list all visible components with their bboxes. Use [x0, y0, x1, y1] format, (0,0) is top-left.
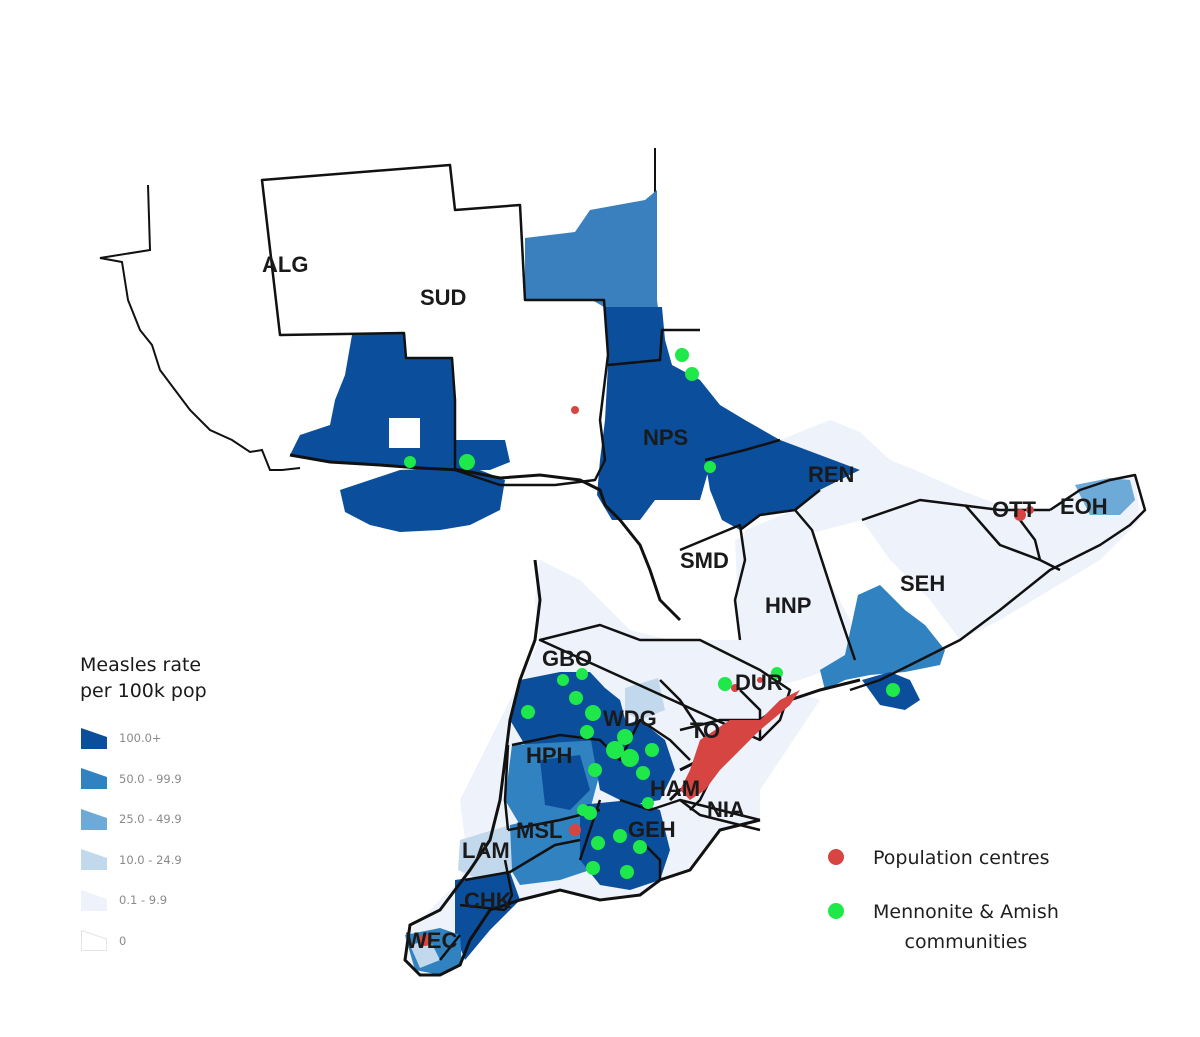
region-label-nia: NIA — [707, 797, 745, 822]
region-hnp-fill — [735, 510, 855, 690]
swatch-icon — [81, 930, 107, 952]
rate-legend-item-label: 10.0 - 24.9 — [119, 852, 182, 867]
rate-legend-title: Measles rate per 100k pop — [80, 652, 228, 704]
population-centre-dot-icon — [828, 849, 844, 865]
region-label-gbo: GBO — [542, 646, 592, 671]
point-layers-legend: Population centres Mennonite & Amish com… — [828, 843, 1059, 981]
rate-legend-item: 0 — [78, 921, 228, 962]
region-label-wdg: WDG — [603, 706, 657, 731]
region-sud-ne-fill — [525, 190, 662, 340]
region-wec-light — [410, 940, 440, 968]
point-legend-label: Mennonite & Amish communities — [873, 897, 1059, 957]
region-label-to: TO — [690, 718, 720, 743]
region-label-geh: GEH — [628, 817, 676, 842]
point-legend-item: Population centres — [828, 843, 1059, 873]
point-legend-label: Population centres — [873, 847, 1050, 869]
region-hph-dark — [540, 755, 590, 810]
rate-legend-item: 0.1 - 9.9 — [78, 880, 228, 921]
rate-legend-item: 50.0 - 99.9 — [78, 759, 228, 800]
region-nps-north-fill — [597, 307, 780, 520]
point-legend-label-line2: communities — [904, 931, 1028, 953]
region-sud-white-hole — [389, 418, 420, 448]
region-label-nps: NPS — [643, 425, 688, 450]
region-label-ham: HAM — [650, 776, 700, 801]
region-label-alg: ALG — [262, 252, 308, 277]
mennonite-amish-dot-icon — [828, 903, 844, 919]
region-label-seh: SEH — [900, 571, 945, 596]
rate-legend-item-label: 0 — [119, 933, 127, 948]
rate-legend-item-label: 100.0+ — [119, 731, 162, 746]
region-label-chk: CHK — [464, 888, 512, 913]
swatch-icon — [81, 889, 107, 911]
rate-legend-item: 25.0 - 49.9 — [78, 799, 228, 840]
region-grey-bruce-fill — [510, 672, 628, 745]
swatch-icon — [81, 768, 107, 790]
measles-rate-legend: Measles rate per 100k pop 100.0+ 50.0 - … — [78, 652, 228, 961]
region-manitoulin-fill — [340, 468, 505, 532]
alg-sud-boundary — [260, 163, 610, 487]
swatch-icon — [81, 808, 107, 830]
region-label-msl: MSL — [516, 818, 562, 843]
region-label-dur: DUR — [735, 670, 783, 695]
region-label-eoh: EOH — [1060, 494, 1108, 519]
region-labels: ALG SUD NPS REN OTT EOH SMD HNP SEH GBO … — [262, 252, 1108, 953]
region-label-lam: LAM — [462, 838, 510, 863]
point-legend-item: Mennonite & Amish communities — [828, 897, 1059, 957]
region-wdg-light-fill — [625, 678, 665, 720]
region-label-wec: WEC — [406, 928, 457, 953]
rate-legend-item-label: 50.0 - 99.9 — [119, 771, 182, 786]
region-geh-fill — [580, 800, 670, 890]
swatch-icon — [81, 849, 107, 871]
region-label-hph: HPH — [526, 743, 572, 768]
rate-legend-item: 100.0+ — [78, 718, 228, 759]
swatch-icon — [81, 727, 107, 749]
point-legend-label-line1: Mennonite & Amish — [873, 901, 1059, 923]
region-sud-south-fill — [290, 333, 510, 470]
mennonite-amish-markers — [404, 348, 900, 879]
population-centre-markers — [419, 406, 1034, 946]
region-label-ott: OTT — [992, 497, 1037, 522]
rate-legend-item-label: 25.0 - 49.9 — [119, 812, 182, 827]
rate-legend-items: 100.0+ 50.0 - 99.9 25.0 - 49.9 10.0 - 24… — [78, 718, 228, 961]
region-label-hnp: HNP — [765, 593, 811, 618]
rate-legend-title-line2: per 100k pop — [80, 680, 207, 702]
region-label-smd: SMD — [680, 548, 729, 573]
region-label-sud: SUD — [420, 285, 466, 310]
region-label-ren: REN — [808, 462, 854, 487]
rate-legend-item-label: 0.1 - 9.9 — [119, 893, 168, 908]
rate-legend-item: 10.0 - 24.9 — [78, 840, 228, 881]
rate-legend-title-line1: Measles rate — [80, 654, 202, 676]
